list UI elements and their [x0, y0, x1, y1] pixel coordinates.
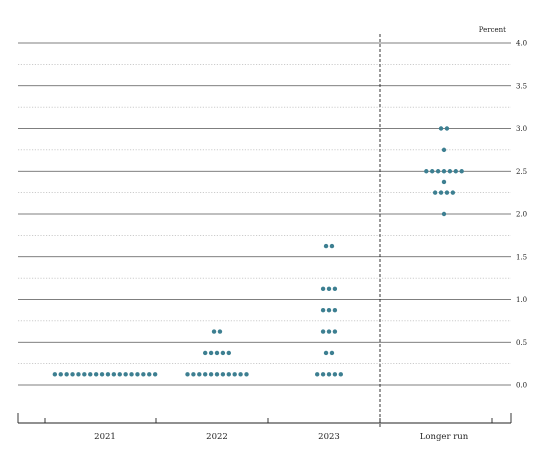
dot-point — [70, 372, 75, 377]
dot-point — [52, 372, 58, 377]
dot-point — [424, 169, 429, 174]
x-category-label: Longer run — [420, 432, 469, 442]
dot-point — [220, 372, 226, 377]
dot-point — [320, 286, 326, 292]
dot-point — [64, 372, 69, 377]
dot-point — [197, 372, 202, 377]
dot-point — [82, 372, 87, 377]
dot-point — [326, 372, 332, 377]
dot-point — [438, 190, 444, 195]
dot-point — [135, 372, 140, 377]
dot-point — [123, 372, 128, 377]
dot-point — [430, 169, 435, 174]
dot-point — [208, 372, 214, 377]
dot-point — [88, 372, 93, 377]
y-axis-unit-label: Percent — [479, 26, 506, 34]
dot-point — [99, 372, 105, 377]
grid-lines — [18, 42, 511, 386]
dot-point — [58, 372, 63, 377]
y-tick-label: 1.0 — [516, 296, 527, 304]
dot-point — [435, 169, 441, 174]
dot-point — [217, 329, 223, 334]
dot-point — [329, 243, 335, 249]
dot-point — [220, 350, 226, 356]
dot-point — [211, 329, 217, 334]
dot-point — [244, 372, 249, 377]
y-tick-label: 2.5 — [516, 168, 527, 176]
dot-point — [432, 190, 438, 195]
dot-point — [141, 372, 146, 377]
category-labels: 2021 2022 2023 Longer run — [94, 432, 469, 442]
y-tick-label: 3.0 — [516, 125, 527, 133]
y-tick-labels: 4.0 3.5 3.0 2.5 2.0 1.5 1.0 0.5 0.0 — [516, 40, 527, 390]
dot-point — [191, 372, 196, 377]
dot-point — [320, 329, 326, 334]
x-category-label: 2023 — [318, 432, 340, 442]
x-category-label: 2021 — [94, 432, 116, 442]
dot-point — [323, 350, 329, 356]
dot-point — [444, 190, 450, 195]
dot-point — [232, 372, 237, 377]
dot-point — [453, 169, 458, 174]
dot-point — [214, 350, 220, 356]
y-tick-label: 3.5 — [516, 82, 527, 90]
dot-point — [76, 372, 81, 377]
dot-point — [332, 286, 338, 292]
dot-point — [208, 350, 214, 356]
y-tick-label: 4.0 — [516, 40, 527, 48]
dot-point — [332, 307, 338, 313]
dot-point — [441, 179, 447, 185]
dot-point — [203, 372, 208, 377]
dot-point — [441, 211, 447, 217]
dot-point — [338, 372, 343, 377]
dot-point — [238, 372, 243, 377]
dot-point — [326, 307, 332, 313]
dots — [52, 126, 464, 377]
dot-point — [185, 372, 190, 377]
y-tick-label: 1.5 — [516, 253, 527, 261]
dot-point — [450, 190, 456, 195]
dot-point — [332, 372, 338, 377]
dot-point — [459, 169, 464, 174]
dot-point — [315, 372, 320, 377]
dot-point — [226, 372, 231, 377]
dot-point — [441, 169, 447, 174]
dot-point — [438, 126, 444, 131]
dot-point — [323, 243, 329, 249]
dot-point — [320, 307, 326, 313]
axes — [17, 34, 512, 428]
dot-point — [214, 372, 220, 377]
dot-point — [447, 169, 453, 174]
dot-point — [329, 350, 335, 356]
dot-point — [320, 372, 326, 377]
dot-point — [226, 350, 231, 356]
dot-point — [441, 147, 447, 153]
y-tick-label: 0.0 — [516, 382, 527, 390]
y-tick-label: 0.5 — [516, 339, 527, 347]
dot-point — [111, 372, 117, 377]
dot-point — [147, 372, 152, 377]
dot-point — [117, 372, 122, 377]
dot-point — [129, 372, 134, 377]
y-tick-label: 2.0 — [516, 211, 527, 219]
dot-point — [326, 329, 332, 334]
dot-point — [152, 372, 158, 377]
x-category-label: 2022 — [206, 432, 228, 442]
dot-point — [105, 372, 111, 377]
dot-point — [203, 350, 208, 356]
dot-point — [93, 372, 99, 377]
dot-point — [332, 329, 338, 334]
dot-point — [444, 126, 450, 131]
dot-point — [326, 286, 332, 292]
